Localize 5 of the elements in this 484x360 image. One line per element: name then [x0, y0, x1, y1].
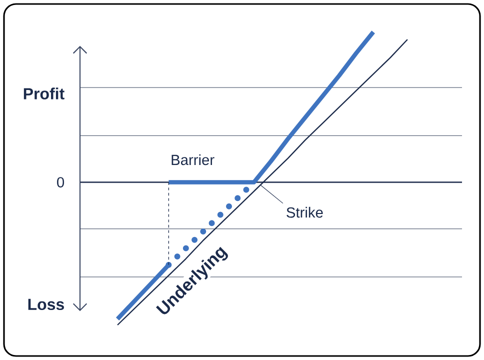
annotation: Strike	[286, 206, 323, 218]
text: Loss	[28, 298, 64, 310]
ref-line-label: 0	[57, 177, 64, 188]
text: Profit	[24, 88, 64, 100]
annotation: Barrier	[172, 154, 214, 166]
